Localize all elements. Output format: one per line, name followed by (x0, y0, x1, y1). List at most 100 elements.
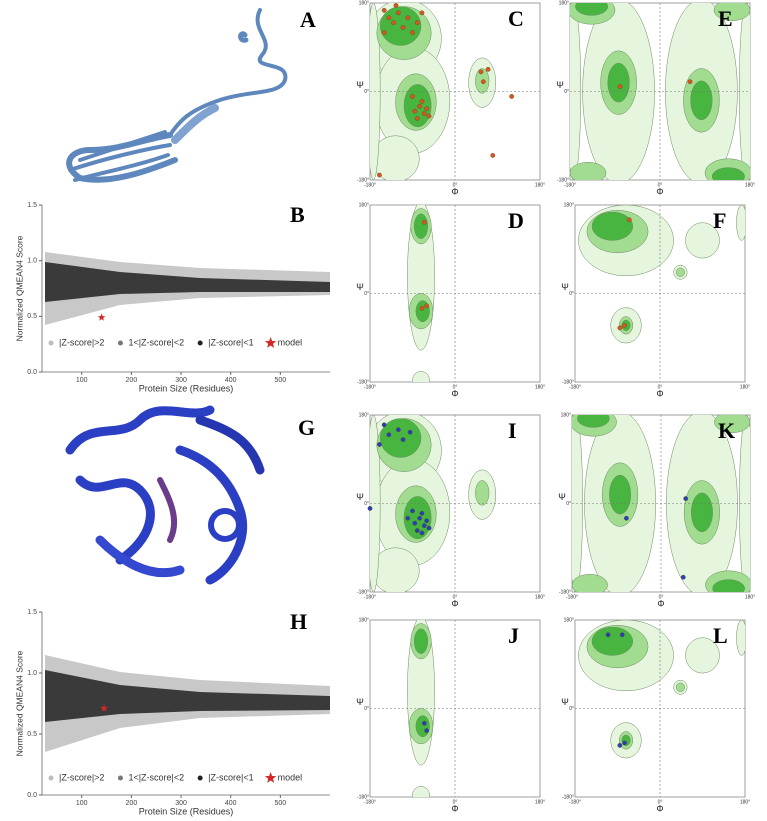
residue-point (419, 10, 425, 16)
residue-point (623, 515, 629, 521)
psi-label: Ψ (356, 80, 364, 90)
residue-point (480, 79, 486, 85)
legend-marker (197, 775, 203, 781)
legend-marker (117, 340, 123, 346)
residue-point (412, 520, 418, 526)
x-tick-label: 100 (76, 377, 88, 384)
residue-point (424, 518, 430, 524)
phi-tick-label: 0° (453, 384, 458, 390)
psi-tick-label: -180° (557, 177, 569, 183)
residue-point (680, 574, 686, 580)
panel-letter: I (508, 418, 517, 443)
phi-tick-label: 0° (659, 594, 664, 600)
y-tick-label: 1.0 (27, 670, 37, 677)
phi-tick-label: -180° (364, 182, 376, 188)
residue-point (617, 84, 623, 89)
panel-letter: C (508, 6, 524, 31)
x-tick-label: 400 (225, 800, 237, 807)
legend-marker (48, 775, 54, 781)
region (736, 205, 745, 241)
model-point (97, 313, 106, 321)
residue-point (426, 525, 432, 531)
region (675, 267, 685, 277)
psi-tick-label: -180° (559, 589, 571, 595)
psi-tick-label: 0° (569, 291, 574, 297)
phi-label: Φ (656, 388, 663, 398)
panel-letter: J (508, 623, 519, 648)
phi-tick-label: 0° (658, 384, 663, 390)
residue-point (405, 15, 411, 21)
phi-tick-label: 180° (535, 594, 545, 600)
x-tick-label: 300 (175, 800, 187, 807)
model-point (100, 704, 108, 712)
psi-tick-label: 180° (564, 617, 574, 623)
region (412, 786, 430, 797)
panel-letter: F (713, 208, 726, 233)
x-tick-label: 200 (126, 800, 138, 807)
residue-point (421, 111, 427, 117)
residue-point (410, 30, 415, 35)
x-tick-label: 200 (126, 377, 138, 384)
residue-point (490, 153, 496, 158)
psi-tick-label: 0° (364, 706, 369, 712)
phi-tick-label: 0° (453, 799, 458, 805)
regions (570, 3, 750, 180)
region (712, 579, 745, 592)
panel-letter: A (300, 7, 316, 32)
psi-tick-label: 0° (564, 89, 569, 95)
y-axis-label: Normalized QMEAN4 Score (14, 235, 24, 341)
phi-tick-label: -180° (566, 594, 578, 600)
residue-point (395, 427, 401, 433)
psi-tick-label: -180° (357, 177, 369, 183)
phi-tick-label: 180° (535, 384, 545, 390)
psi-tick-label: 0° (364, 501, 369, 507)
region (609, 474, 631, 515)
psi-label: Ψ (356, 492, 364, 502)
residue-point (509, 94, 515, 99)
residue-point (395, 10, 401, 16)
residue-point (414, 528, 420, 533)
residue-point (410, 94, 415, 99)
x-tick-label: 500 (275, 377, 287, 384)
region (412, 371, 430, 382)
residue-point (381, 422, 387, 428)
x-axis-label: Protein Size (Residues) (139, 383, 234, 393)
phi-tick-label: 180° (535, 182, 545, 188)
phi-tick-label: 180° (745, 594, 755, 600)
psi-tick-label: -180° (562, 794, 574, 800)
residue-point (414, 20, 420, 26)
x-tick-label: 100 (76, 800, 88, 807)
psi-tick-label: 180° (359, 617, 369, 623)
region (713, 3, 750, 21)
phi-tick-label: -180° (364, 384, 376, 390)
phi-tick-label: -180° (564, 182, 576, 188)
y-tick-label: 0.0 (27, 369, 37, 376)
phi-tick-label: 0° (658, 182, 663, 188)
region (572, 574, 608, 592)
region (675, 682, 685, 692)
y-tick-label: 1.5 (27, 609, 37, 616)
psi-label: Ψ (558, 492, 566, 502)
reference-cloud-inner (45, 262, 330, 302)
psi-tick-label: 0° (364, 291, 369, 297)
residue-point (386, 15, 392, 21)
region (685, 637, 720, 674)
panel-letter: E (718, 6, 733, 31)
psi-tick-label: 180° (359, 202, 369, 208)
phi-tick-label: 0° (453, 594, 458, 600)
legend-marker (48, 340, 54, 346)
phi-label: Φ (451, 388, 458, 398)
region (685, 222, 720, 259)
phi-tick-label: -180° (569, 384, 581, 390)
panel-letter: G (298, 415, 315, 440)
psi-tick-label: 0° (566, 501, 571, 507)
residue-point (381, 30, 387, 35)
y-tick-label: 0.5 (27, 313, 37, 320)
residue-point (400, 437, 406, 442)
region (413, 213, 429, 239)
psi-tick-label: -180° (357, 379, 369, 385)
residue-point (626, 217, 632, 223)
psi-label: Ψ (356, 697, 364, 707)
x-tick-label: 400 (225, 377, 237, 384)
region (711, 167, 745, 180)
